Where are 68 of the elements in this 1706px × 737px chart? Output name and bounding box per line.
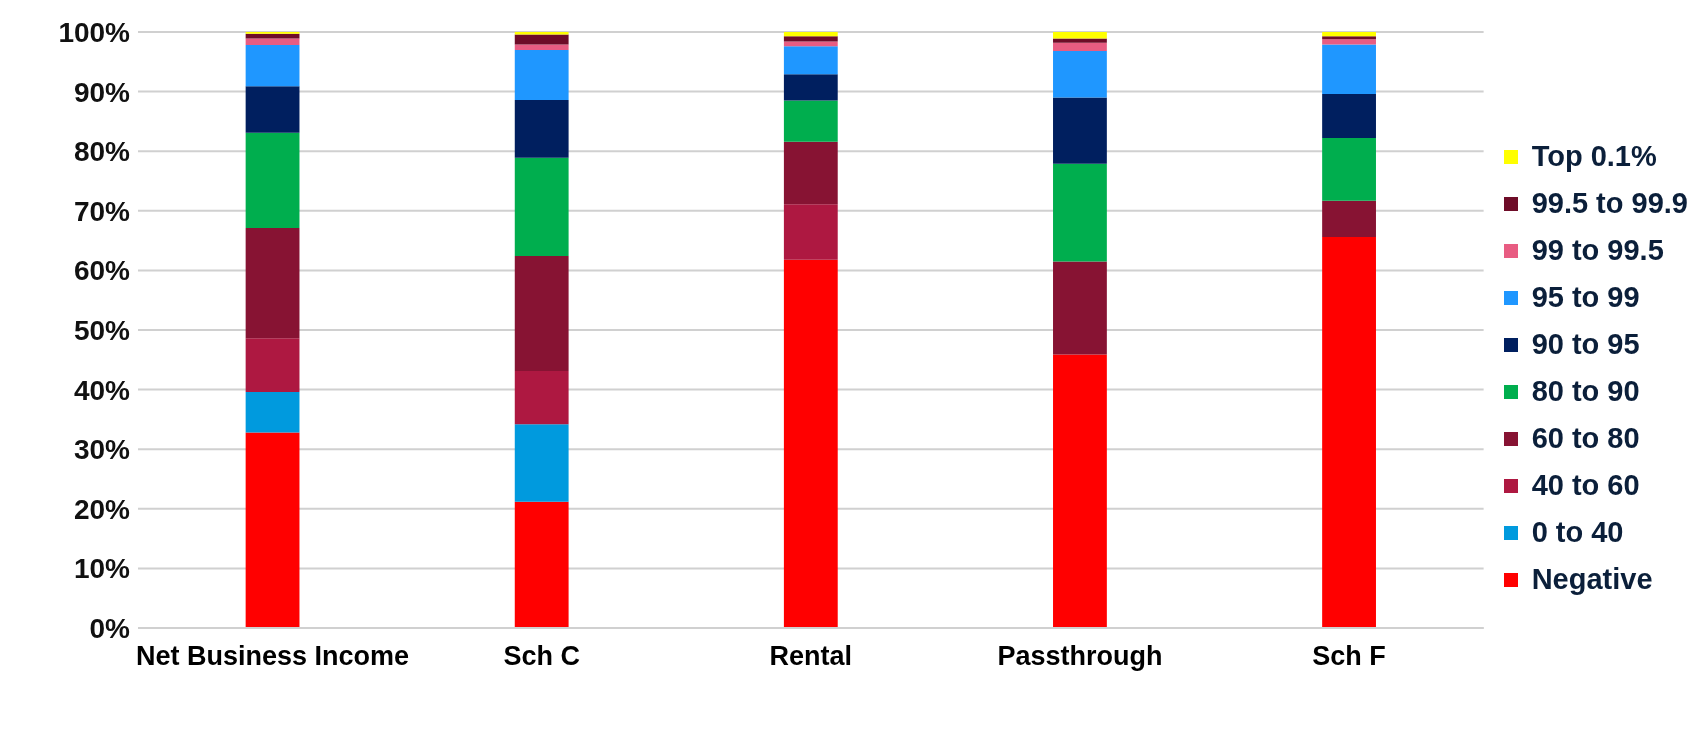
- bar: [514, 371, 569, 425]
- bar: [1322, 39, 1376, 45]
- y-tick-label: 90%: [73, 76, 131, 108]
- legend-label: 95 to 99: [1531, 281, 1640, 314]
- bar: [514, 44, 569, 50]
- bar: [783, 74, 838, 101]
- bar: [1322, 237, 1376, 628]
- bar: [1322, 44, 1376, 94]
- legend-label: Negative: [1531, 563, 1653, 596]
- bar: [783, 141, 838, 205]
- legend-label: 0 to 40: [1531, 516, 1624, 549]
- bar: [1053, 163, 1107, 262]
- bar: [245, 391, 300, 433]
- bar: [245, 86, 300, 133]
- bar: [514, 157, 569, 257]
- y-tick-label: 10%: [73, 553, 131, 585]
- bar: [514, 34, 569, 45]
- bar: [1322, 32, 1376, 37]
- bar: [1322, 138, 1376, 201]
- bar: [783, 259, 838, 628]
- bar: [1053, 32, 1107, 39]
- y-tick-label: 40%: [73, 374, 131, 406]
- bar: [1053, 42, 1107, 52]
- bar: [1322, 36, 1376, 40]
- legend-label: 99.5 to 99.9: [1531, 187, 1688, 220]
- bar: [245, 228, 300, 339]
- y-tick-label: 60%: [73, 255, 131, 287]
- bar: [783, 100, 838, 142]
- bar: [514, 256, 569, 372]
- bar: [783, 32, 838, 37]
- legend-label: Top 0.1%: [1531, 140, 1657, 173]
- x-tick-label: Passthrough: [997, 641, 1163, 672]
- y-tick-label: 80%: [73, 136, 131, 168]
- bar: [245, 38, 300, 46]
- y-tick-label: 20%: [73, 493, 131, 525]
- bar: [783, 36, 838, 42]
- bar: [245, 432, 300, 628]
- legend-label: 40 to 60: [1531, 469, 1640, 502]
- x-tick-label: Rental: [769, 641, 853, 672]
- bar: [514, 49, 569, 100]
- bar: [514, 99, 569, 158]
- y-tick-label: 70%: [73, 195, 131, 227]
- bar: [514, 424, 569, 502]
- bar: [514, 501, 569, 628]
- legend-label: 90 to 95: [1531, 328, 1640, 361]
- y-tick-label: 30%: [73, 434, 131, 466]
- bar: [783, 204, 838, 260]
- legend-label: 60 to 80: [1531, 422, 1640, 455]
- legend-label: 99 to 99.5: [1531, 234, 1664, 267]
- bar: [783, 46, 838, 75]
- x-tick-label: Sch F: [1312, 641, 1386, 672]
- y-tick-label: 0%: [89, 612, 131, 644]
- bar: [1053, 261, 1107, 355]
- bar: [1053, 97, 1107, 164]
- bar: [245, 338, 300, 392]
- x-tick-label: Sch C: [503, 641, 580, 672]
- bar: [1053, 51, 1107, 98]
- bar: [1053, 38, 1107, 43]
- y-tick-label: 100%: [58, 16, 131, 48]
- bar: [1053, 354, 1107, 628]
- bar: [1322, 200, 1376, 238]
- y-tick-label: 50%: [73, 314, 131, 346]
- x-tick-label: Net Business Income: [136, 641, 410, 672]
- legend-label: 80 to 90: [1531, 375, 1640, 408]
- bar: [245, 33, 300, 39]
- bar: [245, 132, 300, 229]
- bar: [245, 45, 300, 87]
- bar: [1322, 93, 1376, 139]
